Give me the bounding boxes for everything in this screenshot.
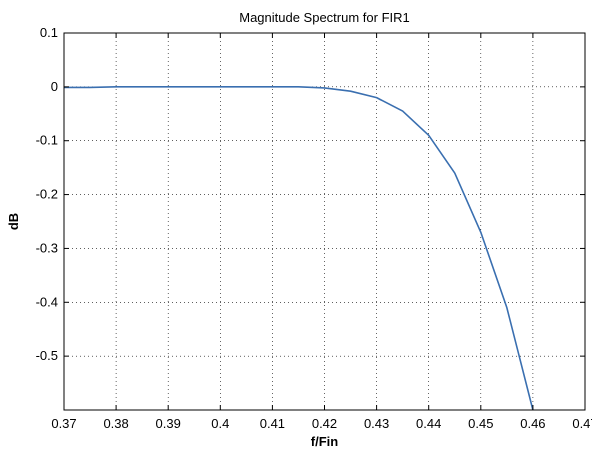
y-tick-label: -0.3	[36, 240, 58, 255]
x-tick-label: 0.43	[364, 416, 389, 431]
chart-title: Magnitude Spectrum for FIR1	[239, 10, 410, 25]
magnitude-response-line	[64, 86, 534, 411]
x-tick-label: 0.46	[520, 416, 545, 431]
x-tick-label: 0.39	[156, 416, 181, 431]
y-tick-label: -0.4	[36, 294, 58, 309]
y-axis-ticks: 0.1 0 -0.1 -0.2 -0.3 -0.4 -0.5	[36, 25, 585, 363]
x-tick-label: 0.47	[572, 416, 592, 431]
x-tick-label: 0.42	[312, 416, 337, 431]
x-tick-label: 0.45	[468, 416, 493, 431]
x-tick-label: 0.44	[416, 416, 441, 431]
y-tick-label: 0.1	[40, 25, 58, 40]
x-tick-label: 0.4	[211, 416, 229, 431]
x-tick-label: 0.41	[260, 416, 285, 431]
y-axis-label: dB	[6, 213, 21, 230]
x-axis-ticks: 0.37 0.38 0.39 0.4 0.41 0.42 0.43 0.44 0.45 0.46 0…	[51, 33, 592, 431]
x-tick-label: 0.37	[51, 416, 76, 431]
series-layer	[64, 86, 534, 411]
y-tick-label: -0.1	[36, 133, 58, 148]
y-tick-label: -0.2	[36, 187, 58, 202]
y-tick-label: -0.5	[36, 348, 58, 363]
x-axis-label: f/Fin	[311, 434, 338, 449]
y-tick-label: 0	[51, 79, 58, 94]
x-tick-label: 0.38	[103, 416, 128, 431]
